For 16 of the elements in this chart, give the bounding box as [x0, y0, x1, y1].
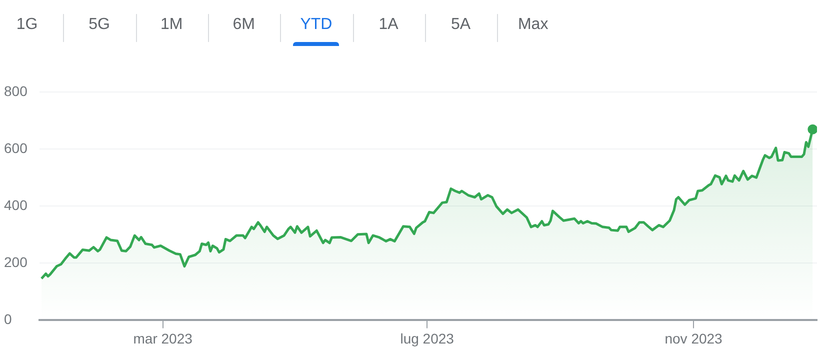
x-tick-label: nov 2023 [664, 330, 723, 346]
x-tick-label: mar 2023 [133, 330, 193, 346]
y-tick-label: 200 [4, 254, 28, 270]
text: 6M [232, 16, 256, 34]
text: 1M [160, 16, 183, 34]
text: 1G [16, 16, 38, 34]
y-tick-label: 0 [4, 311, 12, 328]
y-tick-label: 600 [4, 140, 28, 156]
text: 5A [451, 16, 471, 34]
text: YTD [300, 16, 332, 34]
y-tick-label: 800 [4, 82, 28, 99]
text: 1A [378, 16, 398, 34]
y-tick-label: 400 [4, 196, 28, 213]
text: 5G [88, 16, 110, 34]
x-tick-label: lug 2023 [400, 330, 454, 346]
text: Max [518, 16, 548, 34]
